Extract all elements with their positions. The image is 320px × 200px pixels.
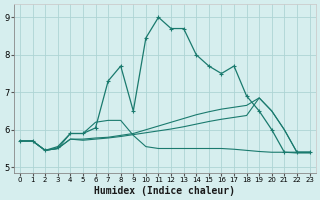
X-axis label: Humidex (Indice chaleur): Humidex (Indice chaleur) <box>94 186 235 196</box>
